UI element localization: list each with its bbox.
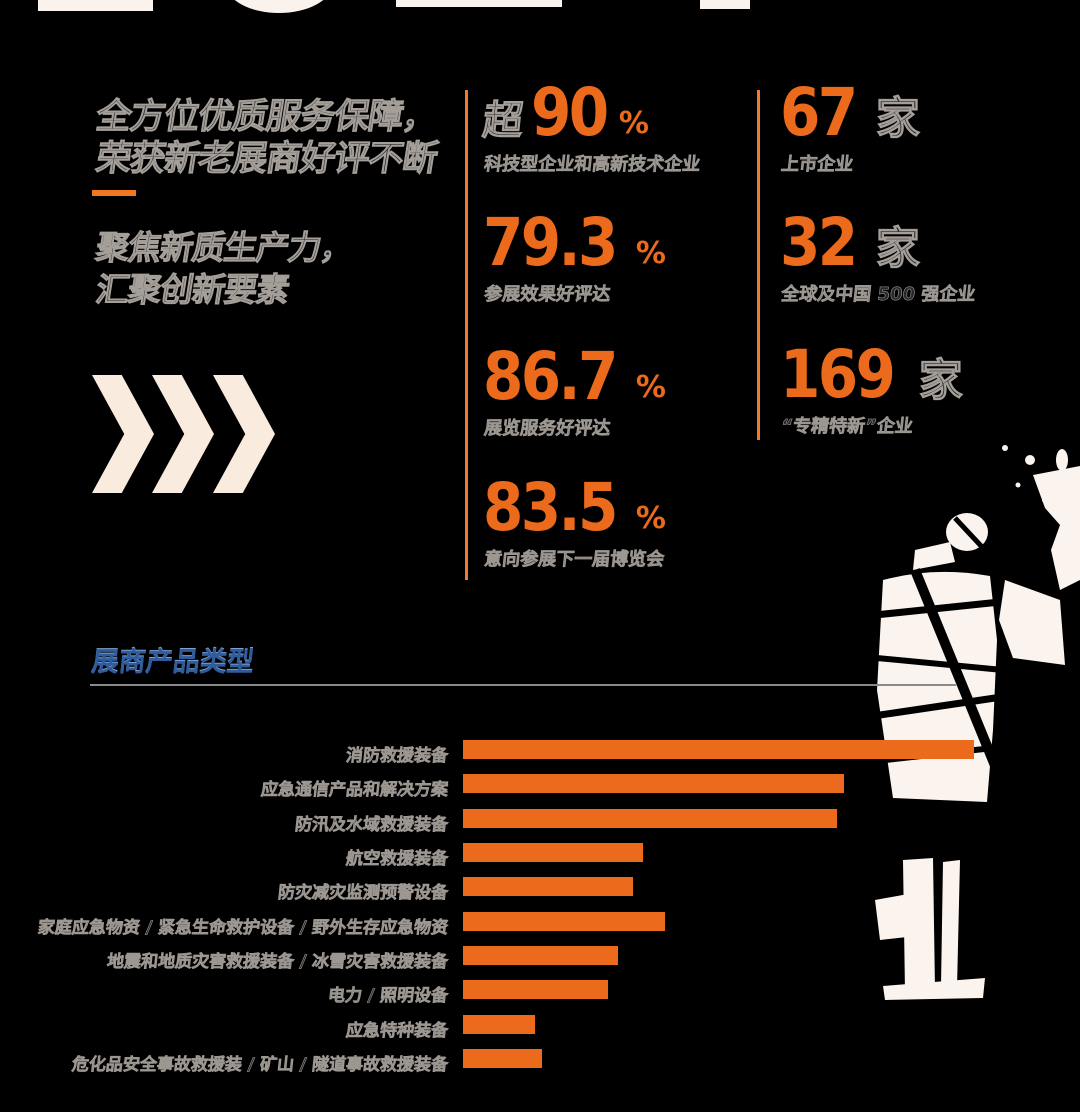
chart-bar [463, 877, 633, 897]
chart-category-label: 应急通信产品和解决方案 [260, 780, 450, 801]
stat-value: 169 [780, 336, 896, 413]
chart-row: 防汛及水域救援装备 [0, 808, 1080, 835]
chevron-right-icon [152, 375, 214, 493]
percent-sign: % [635, 236, 666, 272]
stat-unit: 家 [918, 355, 963, 407]
orange-divider-dash [92, 190, 136, 196]
stat-prefix: 超 [480, 98, 526, 145]
chevron-right-icon [213, 375, 275, 493]
chart-title: 展商产品类型 [90, 647, 256, 678]
stat-unit: 家 [875, 93, 920, 145]
chart-row: 家庭应急物资 / 紧急生命救护设备 / 野外生存应急物资 [0, 911, 1080, 938]
stat-label: 科技型企业和高新技术企业 [483, 154, 702, 176]
chart-category-label: 航空救援装备 [345, 849, 450, 870]
top-decor-fragment [396, 0, 562, 7]
chevron-arrows [92, 375, 302, 493]
chart-category-label: 家庭应急物资 / 紧急生命救护设备 / 野外生存应急物资 [36, 917, 450, 938]
chart-bar [463, 774, 844, 794]
stat-block-exhibit-effect: 79.3 % 参展效果好评达 [483, 204, 666, 306]
chart-row: 危化品安全事故救援装 / 矿山 / 隧道事故救援装备 [0, 1049, 1080, 1075]
chart-row: 消防救援装备 [0, 740, 1080, 766]
headline-line2: 荣获新老展商好评不断 [93, 139, 440, 180]
chart-row: 应急通信产品和解决方案 [0, 774, 1080, 801]
chart-bar [463, 1049, 542, 1069]
stat-value: 83.5 [483, 469, 618, 546]
chart-row: 航空救援装备 [0, 843, 1080, 869]
stat-label: 意向参展下一届博览会 [483, 549, 666, 571]
subhead-line1: 聚焦新质生产力， [93, 228, 356, 268]
stat-block-listed-companies: 67 家 上市企业 [780, 74, 921, 176]
vertical-divider-left [465, 90, 468, 580]
chart-category-label: 防汛及水域救援装备 [294, 814, 450, 835]
chevron-right-icon [92, 375, 154, 493]
chart-row: 电力 / 照明设备 [0, 980, 1080, 1007]
stat-block-service-rating: 86.7 % 展览服务好评达 [483, 338, 666, 440]
stat-value: 86.7 [483, 338, 618, 415]
percent-sign: % [618, 106, 649, 142]
stat-block-fortune500: 32 家 全球及中国 500 强企业 [780, 204, 977, 306]
stat-label: 上市企业 [780, 154, 855, 176]
stat-label: 全球及中国 500 强企业 [780, 284, 977, 306]
chart-bar [463, 740, 974, 759]
chart-bar [463, 808, 837, 828]
chart-bar [463, 911, 665, 931]
stat-value: 32 [780, 204, 858, 281]
stat-block-tech-enterprises: 超 90 % 科技型企业和高新技术企业 [480, 74, 702, 176]
chart-bar [463, 1014, 535, 1034]
chart-category-label: 地震和地质灾害救援装备 / 冰雪灾害救援装备 [105, 952, 450, 973]
chart-title-rule [90, 684, 956, 686]
stat-unit: 家 [875, 223, 920, 275]
chart-category-label: 应急特种装备 [345, 1020, 450, 1041]
stat-label: 参展效果好评达 [483, 284, 612, 306]
chart-bar [463, 946, 618, 966]
chart-category-label: 消防救援装备 [345, 746, 450, 767]
top-decor-arc [226, 0, 332, 13]
subhead-line2: 汇聚创新要素 [93, 270, 292, 310]
chart-category-label: 危化品安全事故救援装 / 矿山 / 隧道事故救援装备 [70, 1055, 450, 1076]
vertical-divider-right [757, 90, 760, 440]
percent-sign: % [635, 501, 666, 537]
stat-value: 79.3 [483, 204, 618, 281]
chart-category-label: 电力 / 照明设备 [326, 986, 450, 1007]
percent-sign: % [635, 370, 666, 406]
chart-row: 应急特种装备 [0, 1014, 1080, 1041]
top-decor-fragment [700, 0, 750, 9]
bar-chart: 消防救援装备应急通信产品和解决方案防汛及水域救援装备航空救援装备防灾减灾监测预警… [0, 740, 1080, 1100]
stat-label: 展览服务好评达 [483, 418, 612, 440]
chart-row: 地震和地质灾害救援装备 / 冰雪灾害救援装备 [0, 946, 1080, 972]
chart-bar [463, 843, 643, 863]
stat-label: “专精特新”企业 [780, 416, 914, 438]
chart-row: 防灾减灾监测预警设备 [0, 877, 1080, 904]
chart-bar [463, 980, 608, 1000]
stat-block-return-intent: 83.5 % 意向参展下一届博览会 [483, 469, 666, 571]
stat-value: 90 [531, 74, 609, 151]
top-decor-fragment [38, 0, 153, 11]
stat-value: 67 [780, 74, 858, 151]
chart-category-label: 防灾减灾监测预警设备 [277, 883, 450, 904]
stat-block-srdi: 169 家 “专精特新”企业 [780, 336, 963, 438]
